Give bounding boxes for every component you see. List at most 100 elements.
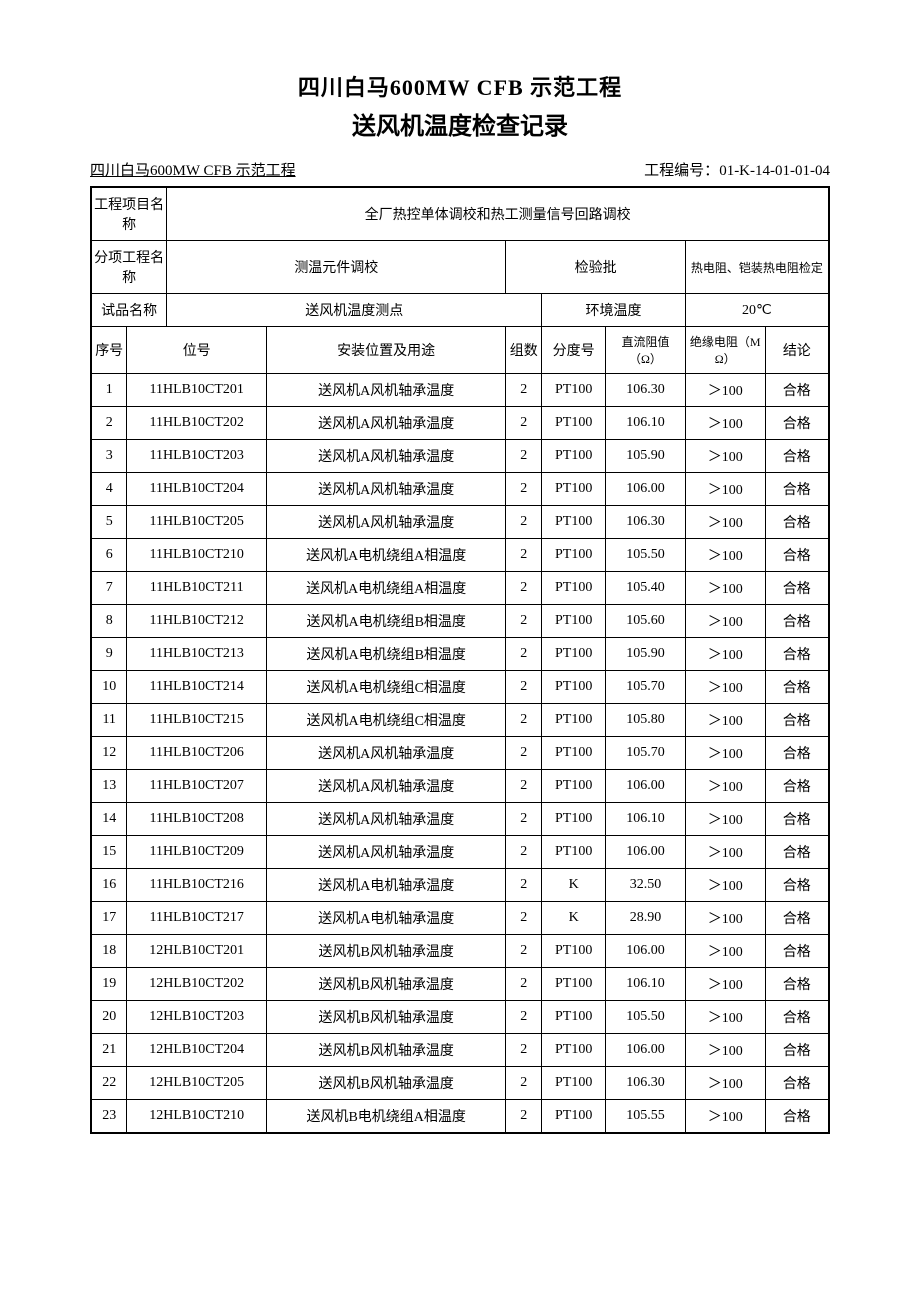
cell-group: 2 [506,473,542,506]
cell-scale: PT100 [542,638,606,671]
cell-dcres: 106.00 [606,770,686,803]
inspect-batch-value: 热电阻、铠装热电阻检定 [685,241,829,294]
table-row: 411HLB10CT204送风机A风机轴承温度2PT100106.00＞100合… [91,473,829,506]
table-row: 1411HLB10CT208送风机A风机轴承温度2PT100106.10＞100… [91,803,829,836]
cell-result: 合格 [765,803,829,836]
cell-group: 2 [506,638,542,671]
cell-seq: 6 [91,539,127,572]
sample-name-value: 送风机温度测点 [167,294,542,327]
cell-group: 2 [506,902,542,935]
cell-result: 合格 [765,836,829,869]
cell-result: 合格 [765,671,829,704]
col-group: 组数 [506,327,542,374]
cell-tag: 12HLB10CT202 [127,968,267,1001]
cell-scale: PT100 [542,1001,606,1034]
cell-ins: ＞100 [685,506,765,539]
cell-ins: ＞100 [685,770,765,803]
cell-seq: 20 [91,1001,127,1034]
cell-group: 2 [506,572,542,605]
table-row: 111HLB10CT201送风机A风机轴承温度2PT100106.30＞100合… [91,374,829,407]
cell-desc: 送风机A风机轴承温度 [267,440,506,473]
cell-tag: 12HLB10CT203 [127,1001,267,1034]
cell-result: 合格 [765,440,829,473]
subheader-right: 工程编号：01-K-14-01-01-04 [644,159,830,180]
sample-name-label: 试品名称 [91,294,167,327]
cell-scale: PT100 [542,737,606,770]
cell-ins: ＞100 [685,803,765,836]
cell-dcres: 106.30 [606,1067,686,1100]
cell-tag: 11HLB10CT212 [127,605,267,638]
table-row: 2312HLB10CT210送风机B电机绕组A相温度2PT100105.55＞1… [91,1100,829,1134]
col-ins: 绝缘电阻（MΩ） [685,327,765,374]
table-row: 1912HLB10CT202送风机B风机轴承温度2PT100106.10＞100… [91,968,829,1001]
cell-ins: ＞100 [685,605,765,638]
cell-group: 2 [506,737,542,770]
cell-scale: PT100 [542,803,606,836]
table-row: 2112HLB10CT204送风机B风机轴承温度2PT100106.00＞100… [91,1034,829,1067]
table-row: 911HLB10CT213送风机A电机绕组B相温度2PT100105.90＞10… [91,638,829,671]
table-row: 1511HLB10CT209送风机A风机轴承温度2PT100106.00＞100… [91,836,829,869]
cell-scale: PT100 [542,671,606,704]
cell-desc: 送风机A风机轴承温度 [267,803,506,836]
cell-dcres: 105.70 [606,737,686,770]
cell-dcres: 28.90 [606,902,686,935]
cell-seq: 8 [91,605,127,638]
cell-desc: 送风机A风机轴承温度 [267,407,506,440]
cell-desc: 送风机A电机绕组C相温度 [267,671,506,704]
cell-seq: 22 [91,1067,127,1100]
cell-result: 合格 [765,1067,829,1100]
table-row: 611HLB10CT210送风机A电机绕组A相温度2PT100105.50＞10… [91,539,829,572]
header-row-sample: 试品名称 送风机温度测点 环境温度 20℃ [91,294,829,327]
col-desc: 安装位置及用途 [267,327,506,374]
cell-result: 合格 [765,407,829,440]
cell-group: 2 [506,506,542,539]
cell-desc: 送风机A风机轴承温度 [267,737,506,770]
col-dcres: 直流阻值（Ω） [606,327,686,374]
table-row: 1711HLB10CT217送风机A电机轴承温度2K28.90＞100合格 [91,902,829,935]
cell-group: 2 [506,407,542,440]
cell-ins: ＞100 [685,638,765,671]
cell-scale: PT100 [542,407,606,440]
cell-tag: 11HLB10CT215 [127,704,267,737]
header-row-subproject: 分项工程名称 测温元件调校 检验批 热电阻、铠装热电阻检定 [91,241,829,294]
cell-dcres: 106.30 [606,506,686,539]
sub-proj-value: 测温元件调校 [167,241,506,294]
cell-scale: K [542,902,606,935]
cell-dcres: 105.90 [606,638,686,671]
cell-ins: ＞100 [685,1001,765,1034]
cell-result: 合格 [765,506,829,539]
cell-scale: PT100 [542,440,606,473]
cell-tag: 11HLB10CT203 [127,440,267,473]
cell-seq: 11 [91,704,127,737]
cell-ins: ＞100 [685,671,765,704]
cell-ins: ＞100 [685,737,765,770]
cell-ins: ＞100 [685,869,765,902]
cell-seq: 14 [91,803,127,836]
cell-tag: 11HLB10CT202 [127,407,267,440]
cell-tag: 11HLB10CT214 [127,671,267,704]
proj-name-value: 全厂热控单体调校和热工测量信号回路调校 [167,187,829,241]
cell-ins: ＞100 [685,902,765,935]
cell-tag: 12HLB10CT205 [127,1067,267,1100]
cell-ins: ＞100 [685,539,765,572]
cell-result: 合格 [765,572,829,605]
subheader-left: 四川白马600MW CFB 示范工程 [90,159,296,180]
cell-group: 2 [506,440,542,473]
cell-dcres: 105.80 [606,704,686,737]
cell-ins: ＞100 [685,836,765,869]
cell-tag: 12HLB10CT210 [127,1100,267,1134]
cell-ins: ＞100 [685,374,765,407]
cell-scale: PT100 [542,539,606,572]
column-header-row: 序号 位号 安装位置及用途 组数 分度号 直流阻值（Ω） 绝缘电阻（MΩ） 结论 [91,327,829,374]
cell-desc: 送风机A电机轴承温度 [267,869,506,902]
env-temp-label: 环境温度 [542,294,686,327]
cell-ins: ＞100 [685,704,765,737]
inspect-batch-label: 检验批 [506,241,685,294]
cell-tag: 11HLB10CT216 [127,869,267,902]
col-seq: 序号 [91,327,127,374]
cell-seq: 15 [91,836,127,869]
cell-group: 2 [506,671,542,704]
cell-ins: ＞100 [685,572,765,605]
cell-dcres: 105.55 [606,1100,686,1134]
table-row: 1311HLB10CT207送风机A风机轴承温度2PT100106.00＞100… [91,770,829,803]
